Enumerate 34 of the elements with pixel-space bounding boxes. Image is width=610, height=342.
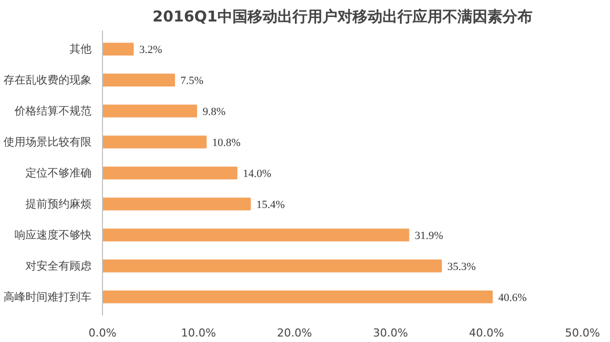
bar	[102, 228, 410, 242]
bar	[102, 42, 134, 56]
x-tick-label: 10.0%	[181, 326, 216, 340]
data-label: 10.8%	[212, 137, 241, 150]
x-tick-label: 0.0%	[88, 326, 116, 340]
x-tick-label: 30.0%	[373, 326, 408, 340]
bar	[102, 260, 442, 272]
x-tick-label: 20.0%	[277, 326, 312, 340]
x-tick-label: 50.0%	[565, 326, 600, 340]
bar	[102, 74, 175, 86]
data-label: 35.3%	[447, 260, 476, 273]
data-label: 7.5%	[180, 75, 204, 88]
data-label: 15.4%	[256, 198, 285, 211]
data-label: 14.0%	[242, 168, 272, 180]
bar	[102, 104, 198, 118]
y-tick-label: 对安全有顾虑	[26, 259, 92, 272]
y-tick-label: 响应速度不够快	[14, 228, 92, 242]
data-label: 40.6%	[498, 292, 527, 304]
y-tick-label: 其他	[70, 42, 92, 56]
data-label: 9.8%	[202, 106, 226, 118]
bar	[102, 136, 207, 148]
bar	[102, 198, 251, 210]
bar	[102, 290, 493, 304]
y-tick-label: 使用场景比较有限	[4, 136, 92, 149]
data-label: 3.2%	[139, 44, 162, 56]
y-tick-label: 存在乱收费的现象	[4, 74, 92, 87]
bar	[102, 166, 238, 180]
chart-title: 2016Q1中国移动出行用户对移动出行应用不满因素分布	[152, 8, 532, 26]
x-tick-label: 40.0%	[469, 326, 504, 340]
y-tick-label: 高峰时间难打到车	[4, 290, 92, 304]
y-tick-label: 价格结算不规范	[14, 104, 92, 118]
y-tick-label: 定位不够准确	[26, 166, 92, 180]
y-tick-label: 提前预约麻烦	[26, 197, 92, 210]
data-label: 31.9%	[414, 230, 444, 242]
